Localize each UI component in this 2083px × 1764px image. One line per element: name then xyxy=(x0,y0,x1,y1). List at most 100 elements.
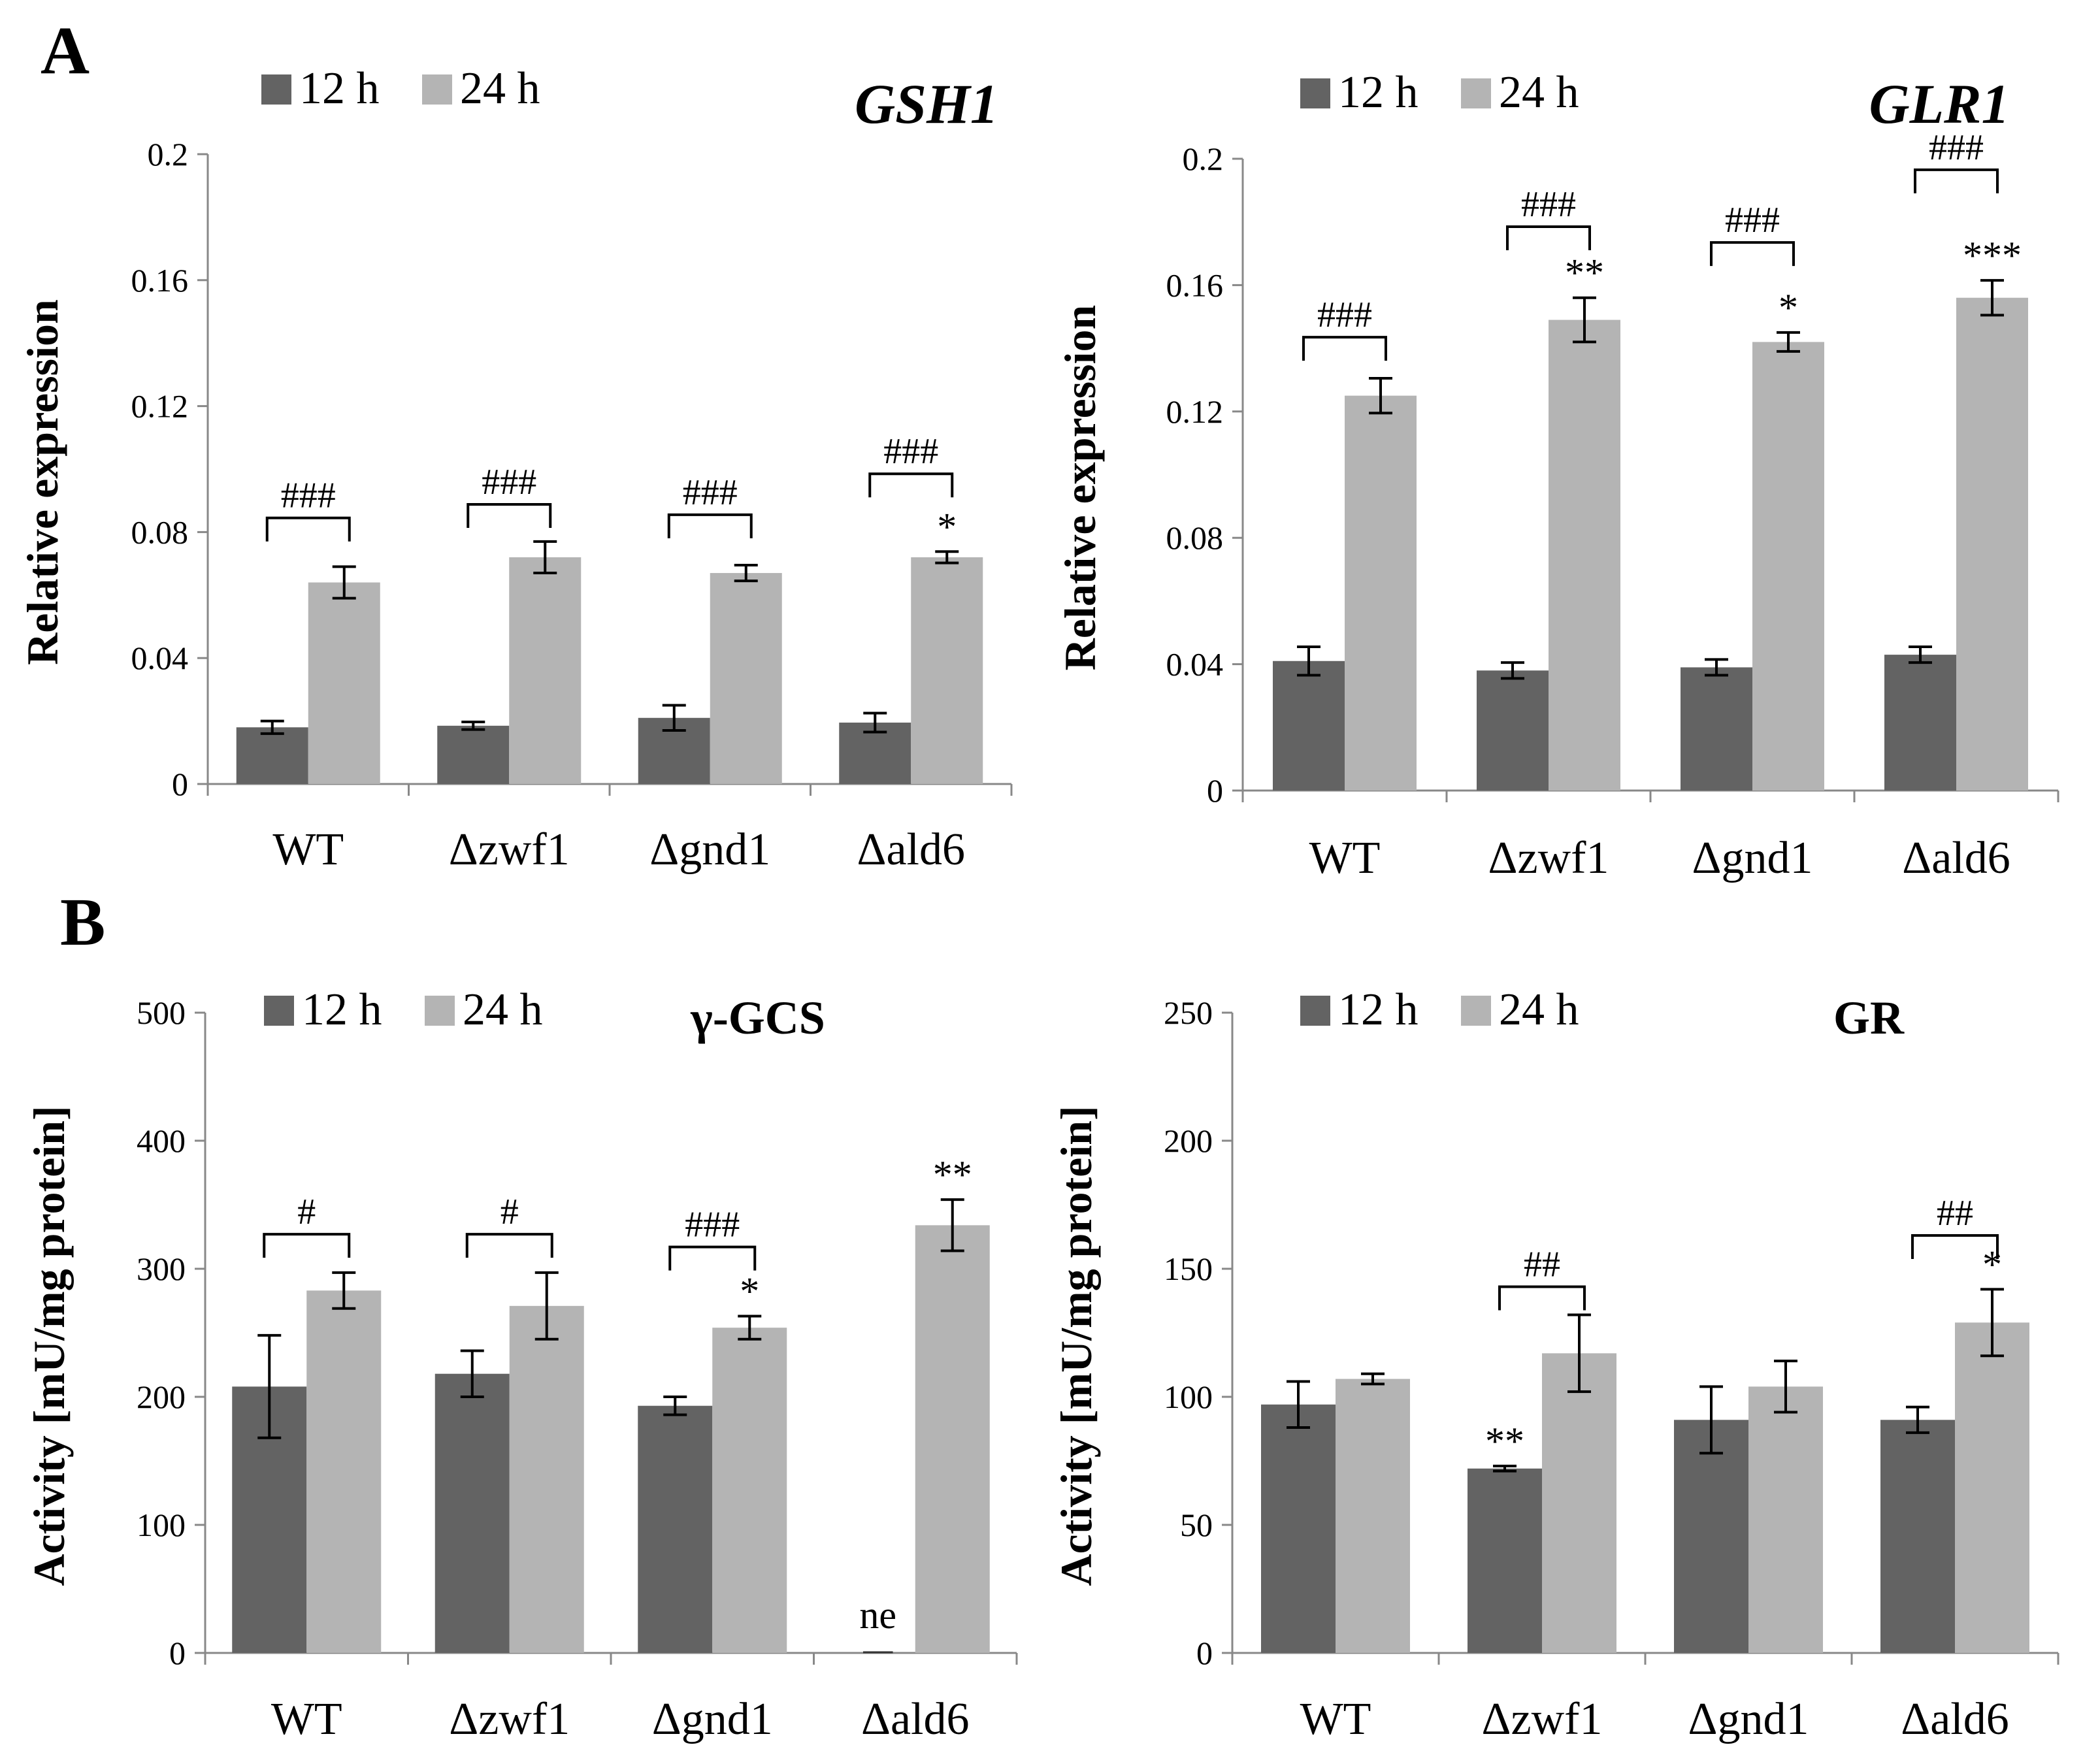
significance-stars: * xyxy=(1779,286,1798,329)
significance-bracket xyxy=(467,502,552,528)
y-axis-label: Relative expression xyxy=(18,299,67,665)
legend-swatch xyxy=(261,74,291,105)
category-label: WT xyxy=(272,825,344,875)
panel-label-a: A xyxy=(41,13,90,88)
legend-label: 12 h xyxy=(299,63,380,114)
bar xyxy=(911,557,983,784)
bar xyxy=(308,582,380,784)
bar xyxy=(236,727,308,784)
y-tick-label: 0.16 xyxy=(1166,267,1224,303)
y-tick-label: 0.16 xyxy=(131,262,189,299)
category-label: WT xyxy=(1300,1694,1371,1744)
y-tick-label: 400 xyxy=(137,1122,186,1159)
legend-swatch xyxy=(1461,996,1491,1026)
legend-label: 24 h xyxy=(463,985,543,1035)
chart-gr: 0 50 100 150 200 250 WT Δzwf1 Δgnd1 Δald6 Activity… xyxy=(1051,985,2059,1744)
significance-stars: ** xyxy=(933,1153,972,1196)
chart-glr1: 0 0.04 0.08 0.12 0.16 0.2 WT Δzwf1 Δgnd1 Δald6 Rel… xyxy=(1055,67,2059,883)
bracket-label: ### xyxy=(685,1205,740,1245)
y-axis-label: Activity [mU/mg protein] xyxy=(1051,1105,1101,1586)
significance-stars: *** xyxy=(1963,234,2022,277)
y-tick-label: 0.12 xyxy=(131,388,189,425)
y-axis-label: Activity [mU/mg protein] xyxy=(24,1105,74,1586)
bar xyxy=(1955,1322,2029,1653)
significance-bracket xyxy=(868,472,954,498)
category-label: WT xyxy=(1309,833,1381,883)
y-tick-label: 0.04 xyxy=(1166,646,1224,683)
y-tick-label: 200 xyxy=(1164,1122,1213,1159)
significance-bracket xyxy=(265,516,351,542)
chart-title: GR xyxy=(1833,992,1905,1044)
y-tick-label: 100 xyxy=(1164,1379,1213,1415)
y-tick-label: 500 xyxy=(137,994,186,1031)
y-tick-label: 0 xyxy=(1207,772,1223,809)
bar xyxy=(1956,297,2028,791)
y-tick-label: 100 xyxy=(137,1507,186,1543)
significance-bracket xyxy=(668,1245,757,1271)
bar xyxy=(1748,1386,1823,1653)
y-axis-label: Relative expression xyxy=(1055,305,1105,671)
bar xyxy=(509,557,582,784)
category-label: Δzwf1 xyxy=(1482,1694,1603,1744)
legend-label: 24 h xyxy=(1499,67,1579,118)
category-label: Δzwf1 xyxy=(449,825,570,875)
category-label: Δgnd1 xyxy=(1692,833,1812,883)
legend-swatch xyxy=(425,996,455,1026)
y-tick-label: 150 xyxy=(1164,1250,1213,1287)
y-tick-label: 250 xyxy=(1164,994,1213,1031)
y-tick-label: 300 xyxy=(137,1250,186,1287)
category-label: Δald6 xyxy=(857,825,965,875)
bar xyxy=(1549,319,1620,791)
chart-gsh1: 0 0.04 0.08 0.12 0.16 0.2 WT Δzwf1 Δgnd1 Δald6 Rel… xyxy=(18,63,1013,875)
significance-stars: ** xyxy=(1565,252,1604,295)
significance-stars: * xyxy=(1982,1243,2002,1286)
bracket-label: ### xyxy=(883,431,938,472)
panel-label-b: B xyxy=(60,885,105,960)
y-tick-label: 200 xyxy=(137,1379,186,1415)
bracket-label: ### xyxy=(683,472,738,513)
legend-swatch xyxy=(1300,996,1330,1026)
significance-stars: ** xyxy=(1485,1420,1524,1463)
y-tick-label: 0 xyxy=(172,766,188,802)
bracket-label: ### xyxy=(482,462,536,502)
bar xyxy=(1273,661,1345,791)
legend-swatch xyxy=(1300,78,1330,108)
bar xyxy=(1468,1468,1542,1653)
bar xyxy=(1681,667,1752,791)
category-label: Δzwf1 xyxy=(1488,833,1609,883)
category-label: WT xyxy=(271,1694,342,1744)
y-tick-label: 0.12 xyxy=(1166,393,1224,430)
category-label: Δzwf1 xyxy=(449,1694,570,1744)
significance-bracket xyxy=(1710,241,1795,267)
category-label: Δald6 xyxy=(861,1694,970,1744)
legend-label: 12 h xyxy=(1338,67,1419,118)
significance-bracket xyxy=(263,1233,351,1258)
significance-bracket xyxy=(667,513,753,538)
bar xyxy=(1880,1420,1955,1653)
significance-bracket xyxy=(1302,336,1387,361)
bracket-label: ### xyxy=(1725,200,1780,240)
bar xyxy=(306,1290,382,1653)
bar xyxy=(712,1328,787,1653)
chart-title: GLR1 xyxy=(1869,73,2010,135)
category-label: Δgnd1 xyxy=(649,825,770,875)
legend-label: 24 h xyxy=(460,63,540,114)
bar xyxy=(435,1373,510,1653)
y-tick-label: 0 xyxy=(169,1635,186,1671)
category-label: Δald6 xyxy=(1901,1694,2009,1744)
legend-swatch xyxy=(422,74,452,105)
category-label: Δgnd1 xyxy=(652,1694,773,1744)
significance-bracket xyxy=(1911,1234,1999,1260)
legend-label: 12 h xyxy=(1338,985,1419,1035)
chart-title: γ-GCS xyxy=(690,992,825,1044)
chart-ggcs: 0 100 200 300 400 500 WT Δzwf1 Δgnd1 Δald6 Activit… xyxy=(24,985,1018,1744)
bar xyxy=(915,1225,990,1653)
bracket-label: ### xyxy=(1317,295,1372,335)
bracket-label: ## xyxy=(1524,1244,1560,1284)
y-tick-label: 0.04 xyxy=(131,640,189,676)
bracket-label: # xyxy=(500,1192,519,1232)
bar xyxy=(1477,670,1549,791)
significance-bracket xyxy=(1506,225,1591,250)
y-tick-label: 0.2 xyxy=(148,136,189,172)
